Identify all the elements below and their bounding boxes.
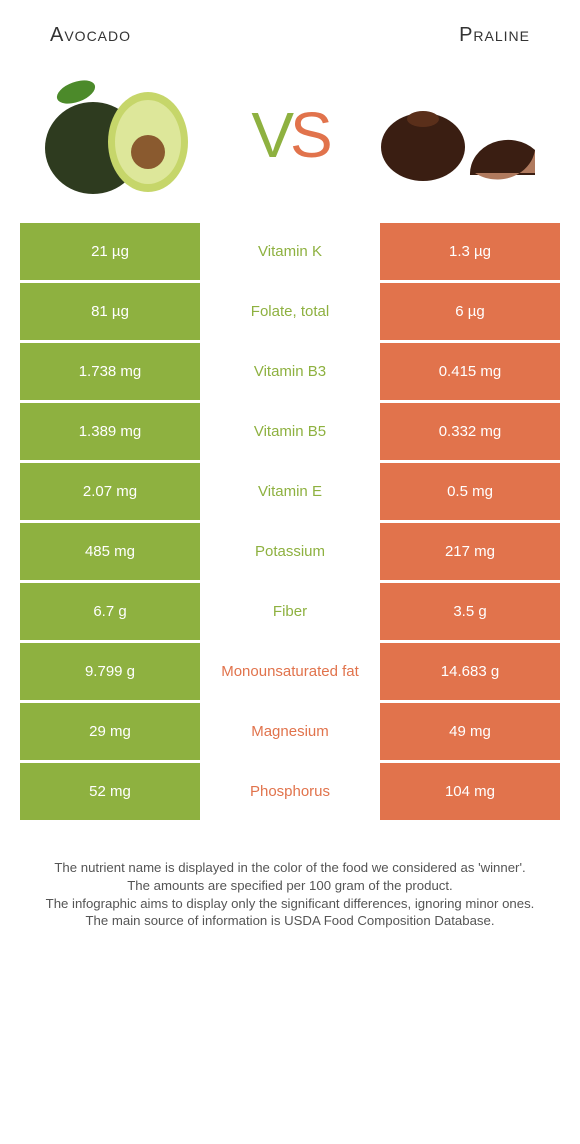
vs-label: VS — [251, 98, 328, 172]
praline-value: 0.415 mg — [380, 343, 560, 400]
praline-value: 217 mg — [380, 523, 560, 580]
header: Avocado Praline — [0, 0, 580, 55]
vs-v: V — [251, 99, 290, 171]
table-row: 485 mgPotassium217 mg — [20, 523, 560, 580]
footnote-line: The main source of information is USDA F… — [28, 912, 552, 930]
praline-value: 0.5 mg — [380, 463, 560, 520]
infographic: Avocado Praline VS 21 µg — [0, 0, 580, 950]
footnotes: The nutrient name is displayed in the co… — [0, 823, 580, 950]
nutrient-label: Vitamin B3 — [200, 343, 380, 400]
header-right: Praline — [459, 24, 530, 47]
footnote-line: The infographic aims to display only the… — [28, 895, 552, 913]
avocado-value: 6.7 g — [20, 583, 200, 640]
avocado-value: 2.07 mg — [20, 463, 200, 520]
table-row: 52 mgPhosphorus104 mg — [20, 763, 560, 820]
nutrient-label: Folate, total — [200, 283, 380, 340]
praline-image — [372, 65, 542, 205]
nutrient-label: Phosphorus — [200, 763, 380, 820]
avocado-value: 1.738 mg — [20, 343, 200, 400]
praline-value: 0.332 mg — [380, 403, 560, 460]
table-row: 21 µgVitamin K1.3 µg — [20, 223, 560, 280]
table-row: 1.738 mgVitamin B30.415 mg — [20, 343, 560, 400]
table-row: 9.799 gMonounsaturated fat14.683 g — [20, 643, 560, 700]
avocado-value: 21 µg — [20, 223, 200, 280]
footnote-line: The amounts are specified per 100 gram o… — [28, 877, 552, 895]
praline-value: 104 mg — [380, 763, 560, 820]
vs-s: S — [290, 99, 329, 171]
comparison-table: 21 µgVitamin K1.3 µg81 µgFolate, total6 … — [20, 223, 560, 820]
nutrient-label: Monounsaturated fat — [200, 643, 380, 700]
table-row: 6.7 gFiber3.5 g — [20, 583, 560, 640]
nutrient-label: Potassium — [200, 523, 380, 580]
avocado-value: 485 mg — [20, 523, 200, 580]
praline-icon — [375, 85, 540, 185]
avocado-value: 81 µg — [20, 283, 200, 340]
nutrient-label: Vitamin E — [200, 463, 380, 520]
praline-value: 1.3 µg — [380, 223, 560, 280]
table-row: 1.389 mgVitamin B50.332 mg — [20, 403, 560, 460]
header-left: Avocado — [50, 24, 131, 47]
footnote-line: The nutrient name is displayed in the co… — [28, 859, 552, 877]
praline-value: 49 mg — [380, 703, 560, 760]
nutrient-label: Vitamin K — [200, 223, 380, 280]
avocado-value: 1.389 mg — [20, 403, 200, 460]
avocado-value: 29 mg — [20, 703, 200, 760]
praline-value: 3.5 g — [380, 583, 560, 640]
praline-value: 14.683 g — [380, 643, 560, 700]
avocado-image — [38, 65, 208, 205]
table-row: 81 µgFolate, total6 µg — [20, 283, 560, 340]
hero-row: VS — [0, 55, 580, 223]
avocado-icon — [38, 70, 208, 200]
nutrient-label: Fiber — [200, 583, 380, 640]
nutrient-label: Magnesium — [200, 703, 380, 760]
table-row: 2.07 mgVitamin E0.5 mg — [20, 463, 560, 520]
avocado-value: 52 mg — [20, 763, 200, 820]
table-row: 29 mgMagnesium49 mg — [20, 703, 560, 760]
praline-value: 6 µg — [380, 283, 560, 340]
avocado-value: 9.799 g — [20, 643, 200, 700]
nutrient-label: Vitamin B5 — [200, 403, 380, 460]
